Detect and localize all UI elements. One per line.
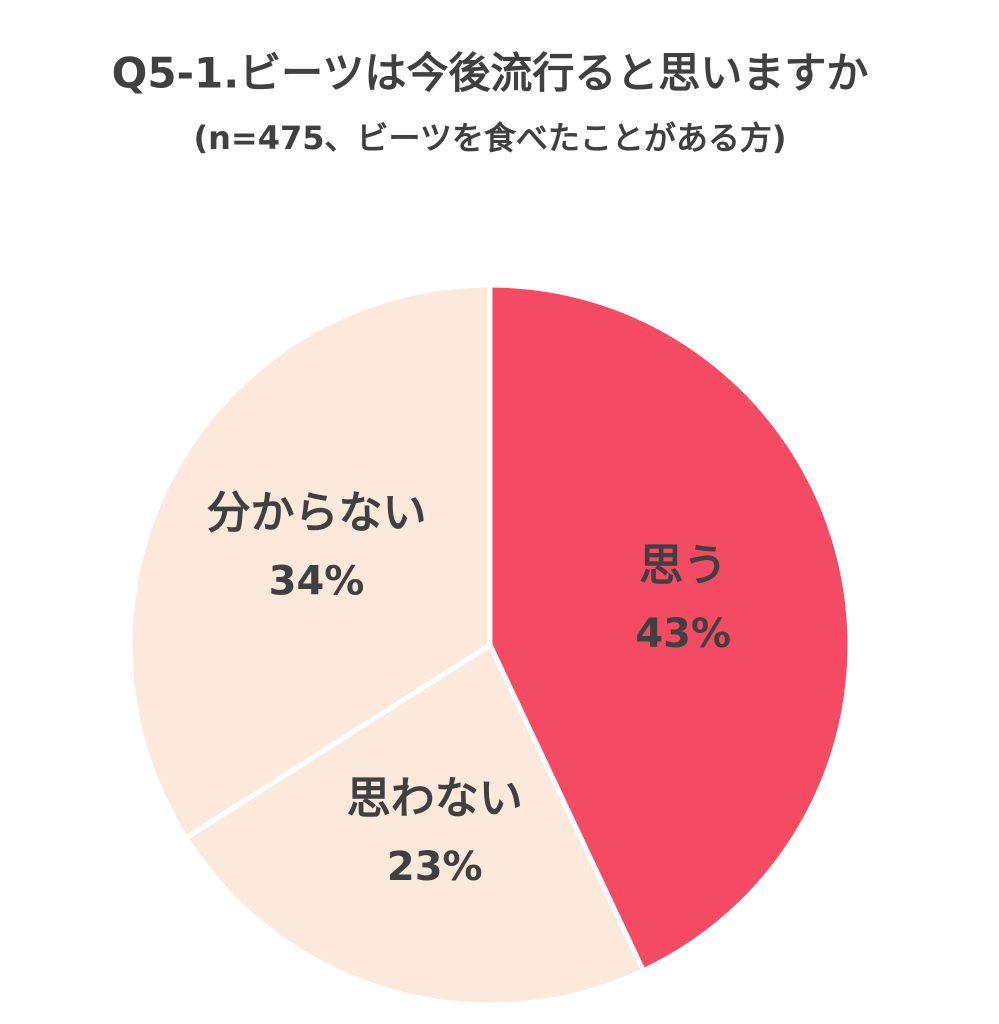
pie-slice xyxy=(182,641,647,1008)
pie-slice xyxy=(127,282,493,842)
slice-label: 思わない xyxy=(347,773,523,824)
slice-label: 思う xyxy=(639,540,727,591)
value-label: 43% xyxy=(635,611,731,657)
chart-title: Q5-1.ビーツは今後流行ると思いますか xyxy=(112,49,869,98)
value-label: 23% xyxy=(387,844,483,890)
pie-slice xyxy=(487,282,853,975)
chart-subtitle: (n=475、ビーツを食べたことがある方) xyxy=(193,119,786,157)
slice-label: 分からない xyxy=(206,488,426,539)
value-label: 34% xyxy=(269,559,365,605)
